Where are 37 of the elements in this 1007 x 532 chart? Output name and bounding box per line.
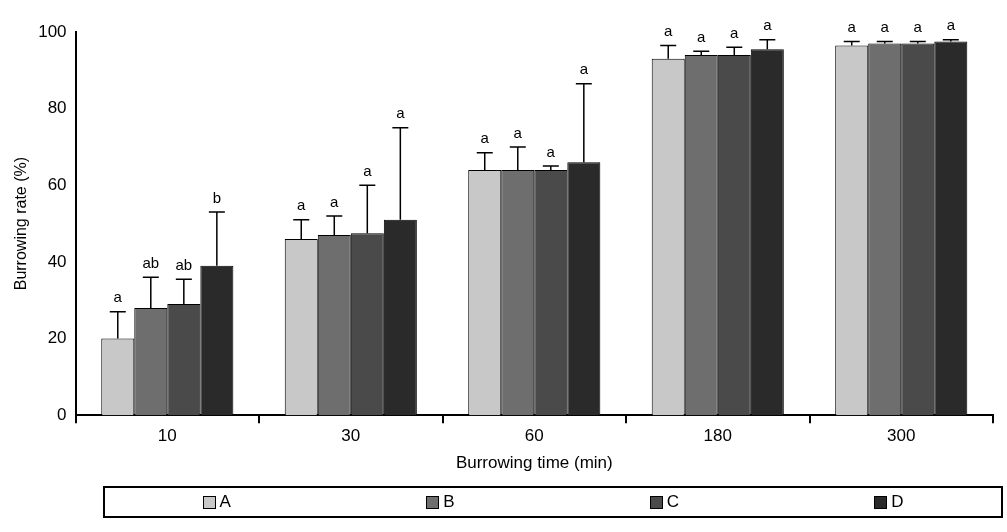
- x-tick-label: 10: [157, 426, 177, 446]
- annotation: a: [579, 60, 589, 78]
- legend-label: A: [219, 492, 231, 512]
- annotation: a: [697, 27, 707, 45]
- y-tick-label: 40: [47, 251, 67, 271]
- annotation: a: [763, 16, 773, 34]
- annotation: a: [913, 18, 923, 36]
- annotation: a: [664, 22, 674, 40]
- y-tick-label: 80: [47, 98, 67, 118]
- annotation: ab: [142, 253, 160, 271]
- annotation: a: [847, 18, 857, 36]
- annotation: a: [297, 196, 307, 214]
- annotation: a: [946, 16, 956, 34]
- annotation: a: [113, 288, 123, 306]
- legend-label: D: [891, 492, 904, 512]
- annotation: a: [480, 129, 490, 147]
- annotation: a: [396, 104, 406, 122]
- y-tick-label: 60: [47, 174, 67, 194]
- x-tick-label: 30: [341, 426, 361, 446]
- annotation: ab: [175, 255, 193, 273]
- x-axis-title: Burrowing time (min): [455, 453, 613, 473]
- y-tick-label: 100: [38, 21, 67, 41]
- legend-label: B: [443, 492, 455, 512]
- annotation: b: [212, 188, 222, 206]
- annotation: a: [880, 18, 890, 36]
- x-tick-label: 60: [524, 426, 544, 446]
- legend-label: C: [666, 492, 679, 512]
- annotation: a: [363, 161, 373, 179]
- annotation: a: [513, 123, 523, 141]
- y-axis-title: Burrowing rate (%): [12, 156, 30, 291]
- y-tick-label: 20: [47, 328, 67, 348]
- annotation: a: [546, 142, 556, 160]
- x-tick-label: 180: [703, 426, 732, 446]
- annotation: a: [730, 23, 740, 41]
- x-tick-label: 300: [887, 426, 916, 446]
- annotation: a: [330, 192, 340, 210]
- y-tick-label: 0: [57, 404, 67, 424]
